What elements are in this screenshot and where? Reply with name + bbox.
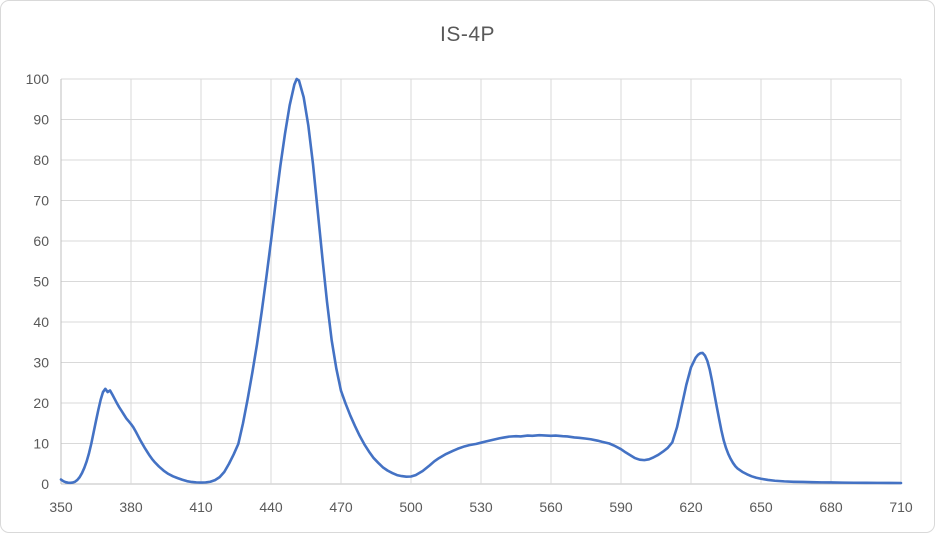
y-tick-label: 90 — [33, 112, 49, 128]
y-tick-label: 70 — [33, 193, 49, 209]
x-tick-label: 350 — [49, 499, 73, 515]
y-tick-label: 40 — [33, 314, 49, 330]
x-tick-label: 380 — [119, 499, 143, 515]
spectrum-line-series — [59, 77, 903, 485]
x-tick-label: 680 — [819, 499, 843, 515]
x-tick-label: 500 — [399, 499, 423, 515]
x-tick-label: 410 — [189, 499, 213, 515]
y-tick-label: 100 — [26, 71, 50, 87]
y-tick-label: 50 — [33, 274, 49, 290]
x-tick-label: 530 — [469, 499, 493, 515]
x-tick-label: 590 — [609, 499, 633, 515]
x-tick-label: 470 — [329, 499, 353, 515]
y-tick-label: 30 — [33, 355, 49, 371]
x-tick-label: 620 — [679, 499, 703, 515]
chart-title: IS-4P — [439, 23, 496, 46]
y-tick-label: 20 — [33, 395, 49, 411]
y-tick-label: 10 — [33, 436, 49, 452]
y-tick-label: 80 — [33, 152, 49, 168]
y-tick-label: 60 — [33, 233, 49, 249]
x-tick-label: 440 — [259, 499, 283, 515]
x-tick-label: 710 — [889, 499, 913, 515]
x-tick-label: 560 — [539, 499, 563, 515]
y-tick-label: 0 — [41, 476, 49, 492]
x-tick-label: 650 — [749, 499, 773, 515]
